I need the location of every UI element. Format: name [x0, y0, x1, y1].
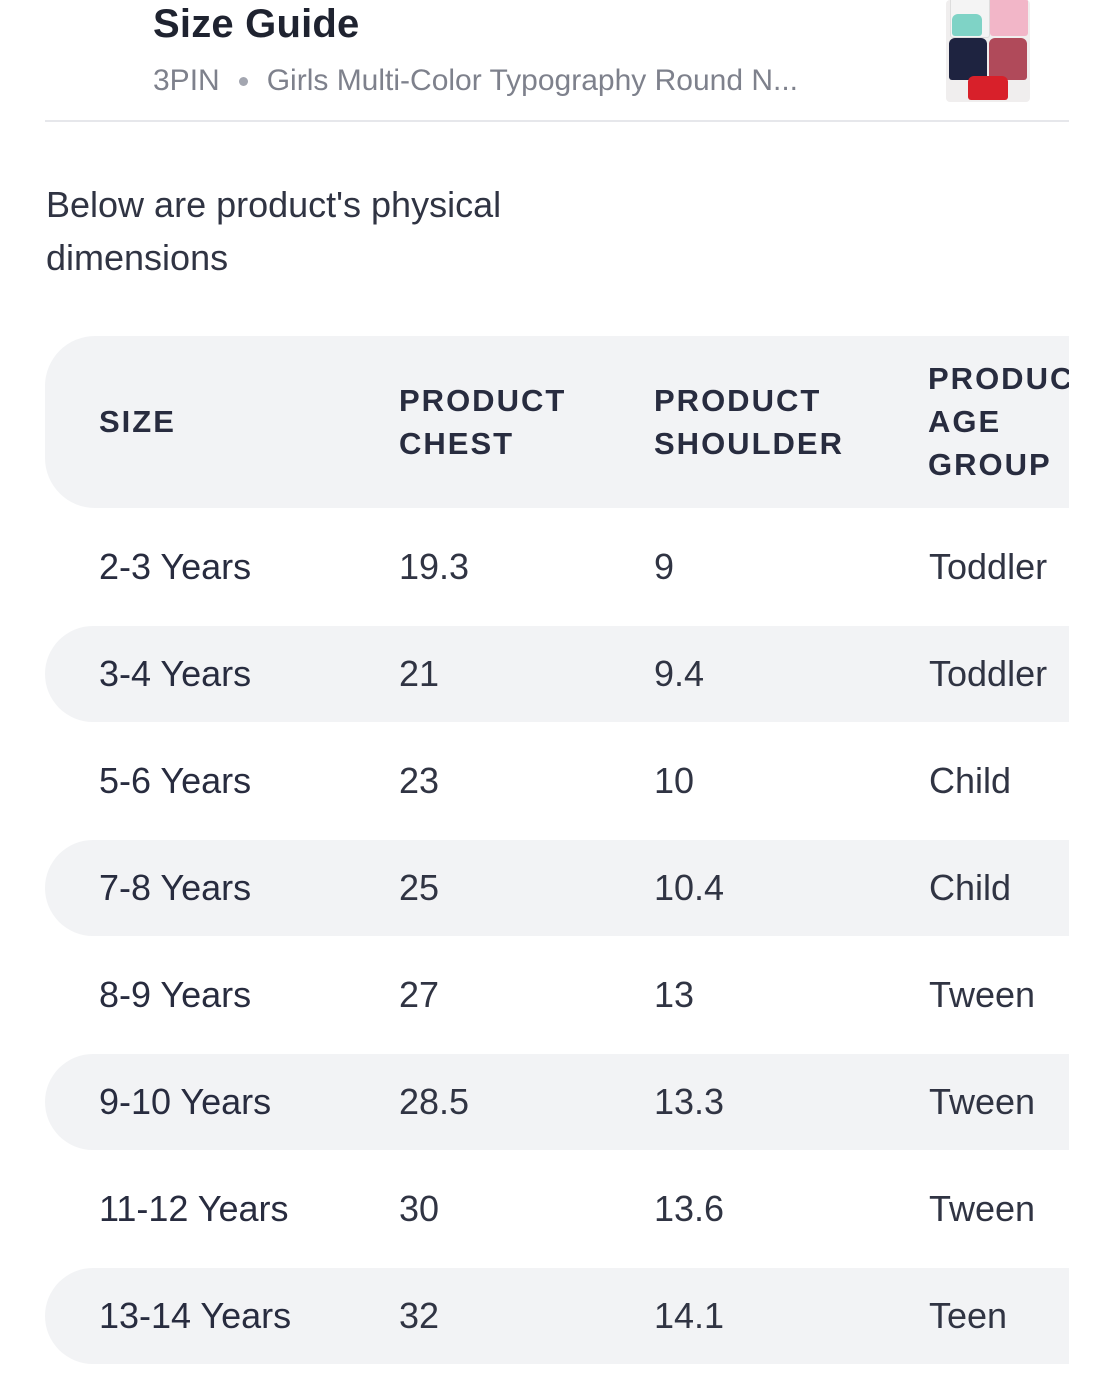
table-row: 2-3 Years 19.3 9 Toddler: [45, 519, 1069, 615]
cell-product-chest: 30: [399, 1188, 440, 1229]
table-row: 13-14 Years 32 14.1 Teen: [45, 1268, 1069, 1364]
cell-product-shoulder: 9.4: [654, 653, 705, 694]
cell-product-age-group: Teen: [929, 1295, 1008, 1336]
table-row: 7-8 Years 25 10.4 Child: [45, 840, 1069, 936]
cell-product-shoulder: 13.6: [654, 1188, 725, 1229]
cell-product-shoulder: 13: [654, 974, 695, 1015]
cell-size: 9-10 Years: [99, 1081, 272, 1122]
cell-product-shoulder: 14.1: [654, 1295, 725, 1336]
cell-size: 8-9 Years: [99, 974, 252, 1015]
cell-product-age-group: Child: [929, 760, 1012, 801]
tshirt-red-icon: [968, 76, 1008, 100]
separator-dot-icon: [238, 76, 248, 86]
table-row: 5-6 Years 23 10 Child: [45, 733, 1069, 829]
cell-product-chest: 32: [399, 1295, 440, 1336]
cell-product-chest: 19.3: [399, 546, 470, 587]
column-header-product-shoulder: PRODUCT SHOULDER: [654, 383, 844, 461]
cell-product-age-group: Tween: [929, 974, 1036, 1015]
cell-size: 3-4 Years: [99, 653, 252, 694]
cell-product-chest: 25: [399, 867, 440, 908]
cell-product-chest: 27: [399, 974, 440, 1015]
cell-size: 5-6 Years: [99, 760, 252, 801]
cell-product-shoulder: 9: [654, 546, 675, 587]
table-row: 3-4 Years 21 9.4 Toddler: [45, 626, 1069, 722]
brand-name: 3PIN: [153, 64, 220, 97]
cell-product-age-group: Toddler: [929, 653, 1048, 694]
cell-product-chest: 21: [399, 653, 440, 694]
cell-product-shoulder: 10: [654, 760, 695, 801]
product-thumbnail[interactable]: [946, 0, 1030, 102]
cell-product-age-group: Child: [929, 867, 1012, 908]
product-name: Girls Multi-Color Typography Round N...: [266, 64, 799, 97]
table-row: 9-10 Years 28.5 13.3 Tween: [45, 1054, 1069, 1150]
cell-size: 11-12 Years: [99, 1188, 289, 1229]
cell-product-age-group: Tween: [929, 1081, 1036, 1122]
size-guide-header: Size Guide 3PIN Girls Multi-Color Typogr…: [0, 0, 1117, 122]
table-row: 8-9 Years 27 13 Tween: [45, 947, 1069, 1043]
cell-product-chest: 28.5: [399, 1081, 470, 1122]
intro-text: Below are product's physical dimensions: [46, 184, 502, 278]
tshirt-maroon-icon: [989, 38, 1027, 80]
table-row: 11-12 Years 30 13.6 Tween: [45, 1161, 1069, 1257]
header-divider: [45, 120, 1069, 122]
cell-size: 13-14 Years: [99, 1295, 292, 1336]
cell-product-chest: 23: [399, 760, 440, 801]
cell-product-shoulder: 10.4: [654, 867, 725, 908]
cell-size: 7-8 Years: [99, 867, 252, 908]
product-subtitle: 3PIN Girls Multi-Color Typography Round …: [153, 64, 798, 98]
cell-product-age-group: Tween: [929, 1188, 1036, 1229]
column-header-product-chest: PRODUCT CHEST: [399, 383, 567, 461]
cell-product-shoulder: 13.3: [654, 1081, 725, 1122]
tshirt-navy-icon: [949, 38, 987, 80]
tshirt-pink-icon: [990, 0, 1028, 36]
cell-size: 2-3 Years: [99, 546, 252, 587]
tshirt-mint-icon: [952, 14, 982, 36]
size-table[interactable]: SIZE PRODUCT CHEST PRODUCT SHOULDER PRODUC…: [45, 336, 1069, 1376]
column-header-size: SIZE: [99, 404, 176, 439]
column-header-product-age-group: PRODUC AGE GROUP: [928, 361, 1069, 482]
table-header-row: SIZE PRODUCT CHEST PRODUCT SHOULDER PRODUC…: [45, 336, 1069, 508]
page-title: Size Guide: [153, 2, 360, 46]
cell-product-age-group: Toddler: [929, 546, 1048, 587]
